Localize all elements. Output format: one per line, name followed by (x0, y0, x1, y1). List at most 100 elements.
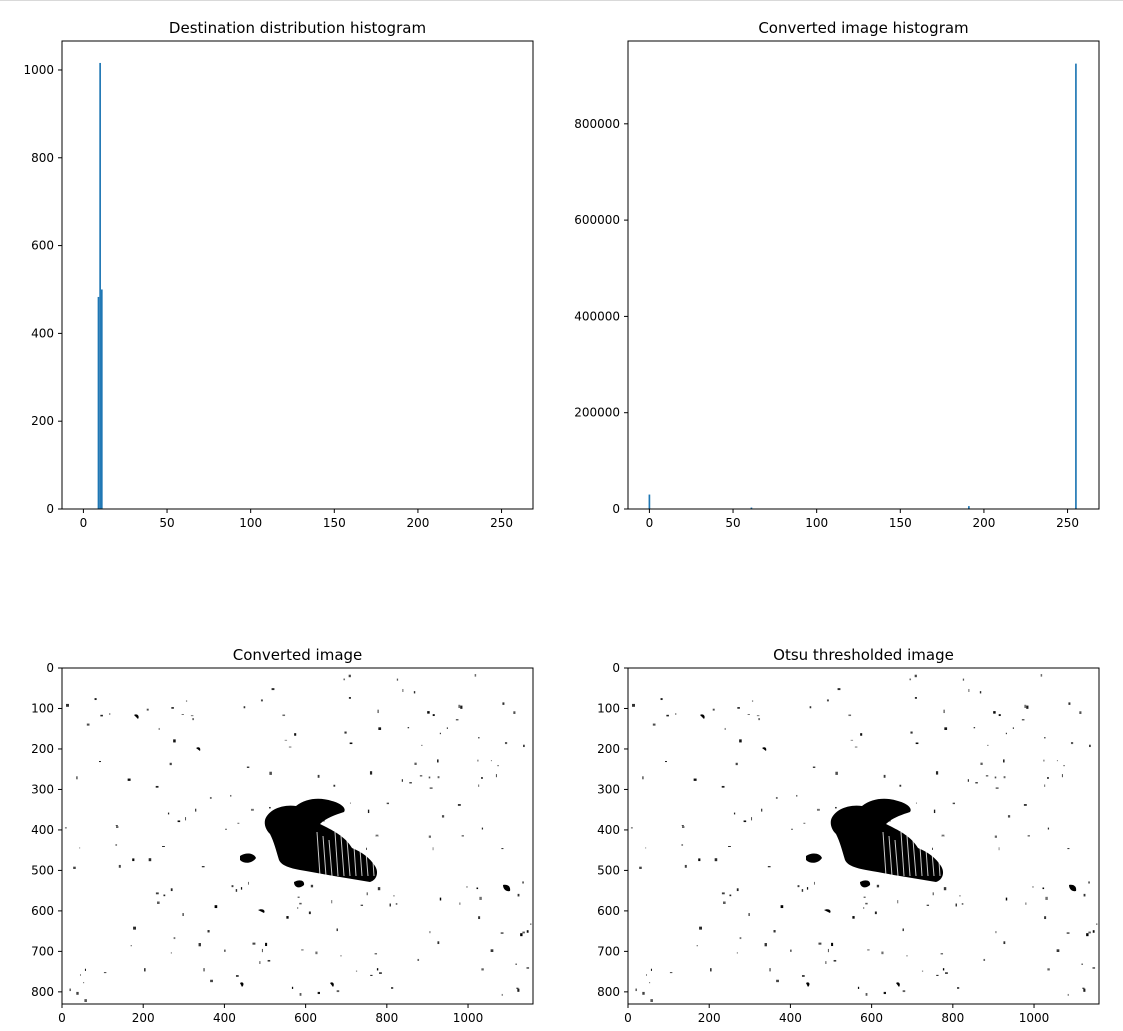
speckle (288, 746, 292, 748)
y-tick-label: 400 (597, 823, 620, 837)
speckle (235, 975, 239, 977)
speckle (942, 968, 945, 971)
speckle (724, 727, 726, 730)
speckle (310, 884, 314, 888)
speckle (632, 703, 635, 707)
speckle (994, 835, 997, 838)
streak (328, 839, 333, 877)
speckle (171, 707, 174, 709)
speckle (825, 961, 827, 964)
speckle (429, 787, 433, 789)
speckle (994, 776, 997, 779)
speckle (985, 775, 989, 777)
y-tick-label: 500 (31, 863, 54, 877)
speckle (865, 902, 868, 905)
streak (888, 835, 893, 877)
streak (906, 835, 911, 877)
speckle (99, 761, 101, 763)
speckle (526, 967, 530, 969)
speckle (348, 697, 351, 699)
y-tick-label: 500 (597, 863, 620, 877)
speckle (728, 846, 731, 847)
speckle (1040, 674, 1043, 677)
speckle (806, 887, 809, 890)
speckle (198, 943, 201, 947)
x-tick-label: 200 (132, 1011, 155, 1025)
speckle (173, 739, 176, 743)
speckle (378, 727, 382, 730)
y-tick-label: 0 (46, 502, 54, 516)
streak (352, 831, 357, 877)
speckle (645, 974, 647, 976)
speckle (439, 732, 441, 735)
speckle (317, 774, 320, 778)
speckle (291, 986, 294, 989)
speckle (935, 771, 939, 775)
speckle (432, 714, 435, 717)
speckle (773, 930, 776, 933)
image-speckles (64, 674, 532, 1003)
speckle (429, 931, 431, 934)
speckle (69, 988, 71, 992)
speckle (809, 706, 812, 709)
speckle (652, 723, 656, 726)
histogram-bar (1075, 63, 1077, 509)
speckle (850, 739, 854, 741)
y-tick-label: 700 (597, 944, 620, 958)
y-tick-label: 600000 (574, 213, 620, 227)
speckle (259, 961, 261, 964)
speckle (961, 903, 964, 905)
speckle (1063, 764, 1065, 767)
speckle (427, 711, 430, 714)
speckle (109, 713, 111, 715)
speckle (231, 885, 234, 888)
y-tick-label: 600 (31, 904, 54, 918)
y-tick-label: 0 (612, 502, 620, 516)
speckle (360, 904, 364, 906)
speckle (666, 714, 669, 717)
speckle (437, 941, 440, 945)
speckle (642, 776, 644, 780)
y-tick-label: 800 (31, 985, 54, 999)
speckle (375, 834, 379, 837)
speckle (203, 968, 205, 972)
speckle (943, 887, 947, 891)
histogram-bar (750, 507, 753, 509)
speckle (495, 774, 497, 778)
y-tick-label: 0 (46, 661, 54, 675)
speckle (743, 820, 747, 823)
speckle (130, 945, 132, 947)
speckle (155, 785, 159, 788)
streak (340, 835, 345, 877)
speckle (945, 972, 948, 974)
x-tick-label: 200 (698, 1011, 721, 1025)
x-tick-label: 50 (725, 516, 740, 530)
speckle (439, 897, 442, 901)
speckle (995, 931, 997, 934)
speckle (297, 896, 300, 898)
speckle (818, 942, 822, 945)
speckle (1043, 759, 1045, 762)
streak (358, 835, 363, 877)
speckle (993, 711, 996, 714)
speckle (968, 688, 970, 692)
speckle (64, 827, 67, 829)
speckle (369, 771, 373, 775)
speckle (1003, 759, 1005, 763)
y-tick-label: 200 (31, 742, 54, 756)
streak (334, 831, 339, 877)
x-tick-label: 0 (80, 516, 88, 530)
speckle (379, 972, 382, 974)
speckle (1096, 923, 1098, 925)
speckle (995, 787, 999, 789)
speckle (735, 762, 738, 766)
speckle (376, 968, 379, 971)
speckle (207, 930, 210, 933)
speckle (267, 959, 271, 962)
speckle (260, 699, 263, 702)
x-tick-label: 0 (646, 516, 654, 530)
speckle (639, 866, 642, 869)
y-tick-label: 100 (31, 701, 54, 715)
speckle (767, 866, 771, 868)
speckle (478, 784, 480, 787)
